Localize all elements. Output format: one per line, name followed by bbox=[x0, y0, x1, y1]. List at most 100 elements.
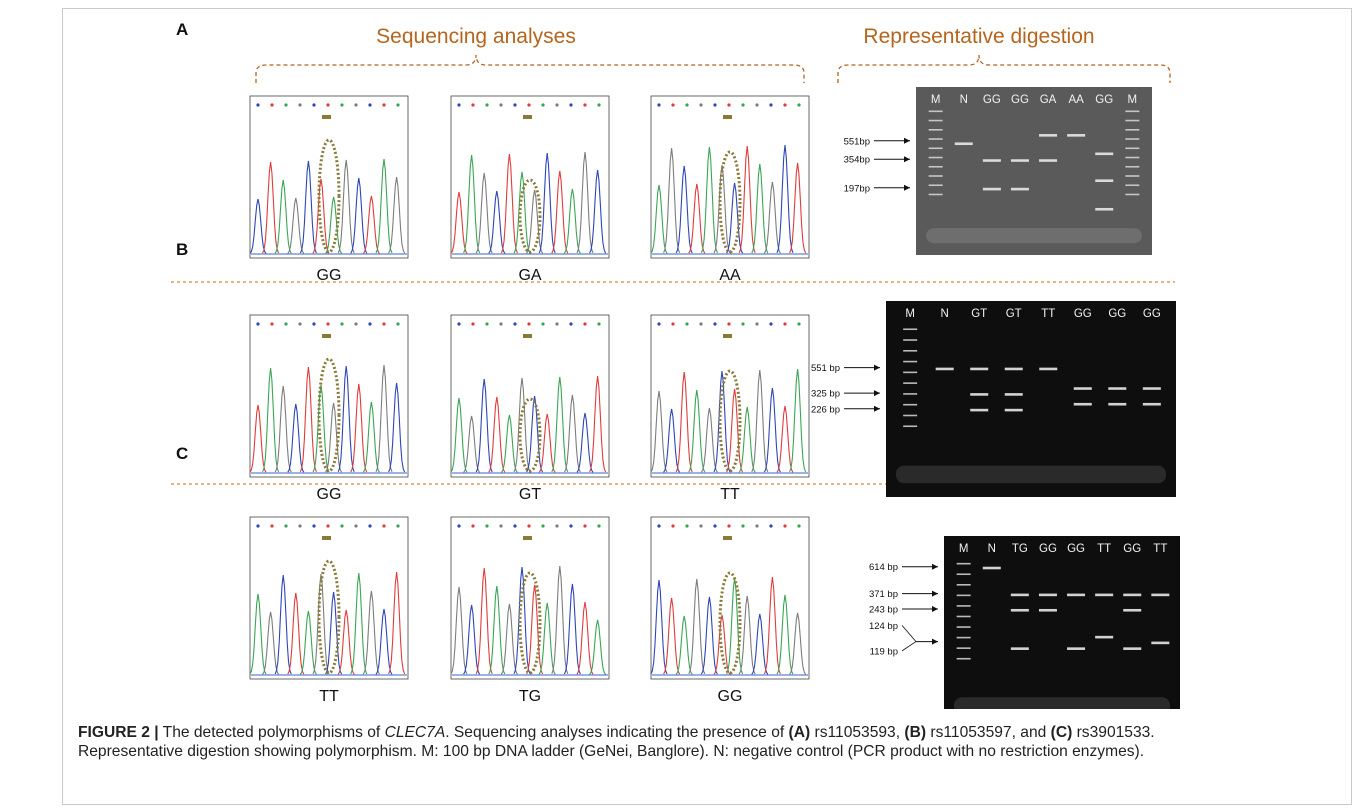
gel-band bbox=[1010, 647, 1029, 650]
base-call-dot bbox=[382, 524, 386, 528]
gel-marker-label: 124 bp bbox=[869, 621, 898, 632]
gel-band bbox=[1038, 608, 1057, 612]
gel-lane-label: M bbox=[959, 543, 969, 555]
gel-marker-label: 119 bp bbox=[870, 646, 898, 657]
snp-highlight bbox=[518, 178, 542, 254]
gel-marker-connector bbox=[901, 625, 917, 642]
gel-band bbox=[1073, 402, 1092, 406]
trace-peak bbox=[337, 609, 355, 675]
caption-gene: CLEC7A bbox=[384, 724, 446, 741]
chromatogram-a-2: GA bbox=[450, 95, 610, 284]
base-call-dot bbox=[396, 322, 400, 326]
trace-peak bbox=[500, 414, 518, 473]
ladder-band bbox=[903, 350, 918, 352]
base-call-dot bbox=[284, 322, 288, 326]
gel-band bbox=[1095, 593, 1114, 597]
trace-peak bbox=[287, 197, 305, 254]
gel-marker-label: 551 bp bbox=[811, 363, 840, 374]
gel-lane-label: GA bbox=[1040, 94, 1057, 106]
base-call-dot bbox=[471, 524, 475, 528]
trace-peak bbox=[450, 397, 468, 473]
base-call-dot bbox=[256, 524, 260, 528]
base-call-dot bbox=[597, 322, 601, 326]
ladder-band bbox=[928, 156, 943, 159]
sequencing-header: Sequencing analyses bbox=[376, 25, 576, 48]
base-call-dot bbox=[727, 322, 731, 326]
ladder-band bbox=[956, 657, 971, 660]
base-call-dot bbox=[513, 103, 517, 107]
panel-b: B GG GT TT M N GT GT TT GG GG GG 551 bp 325 bp 226 bp bbox=[176, 240, 1176, 503]
chromatogram-c-2: TG bbox=[450, 516, 610, 705]
base-call-dot bbox=[597, 103, 601, 107]
base-call-dot bbox=[797, 103, 801, 107]
trace-peak bbox=[726, 182, 744, 254]
trace-peak bbox=[274, 385, 292, 473]
gel-c: M N TG GG GG TT GG TT 614 bp 371 bp 243 bp 124 bp 11… bbox=[869, 536, 1180, 709]
base-call-dot bbox=[284, 103, 288, 107]
base-call-dot bbox=[657, 103, 661, 107]
trace-peak bbox=[538, 413, 556, 473]
ladder-band bbox=[1125, 138, 1140, 140]
ladder-band bbox=[1125, 165, 1140, 168]
sequencing-brace bbox=[255, 54, 805, 83]
gel-background bbox=[944, 536, 1180, 709]
base-call-dot bbox=[298, 322, 302, 326]
base-call-dot bbox=[513, 524, 517, 528]
ladder-band bbox=[928, 193, 943, 196]
base-call-dot bbox=[671, 524, 675, 528]
gel-band bbox=[1039, 134, 1058, 137]
trace-peak bbox=[763, 576, 781, 675]
trace-peak bbox=[700, 596, 718, 675]
genotype-label: TT bbox=[319, 688, 339, 705]
trace-peak bbox=[576, 601, 594, 675]
base-call-dot bbox=[298, 524, 302, 528]
gel-band bbox=[1151, 641, 1170, 645]
gel-band bbox=[1095, 635, 1114, 639]
gel-band bbox=[970, 367, 989, 371]
gel-lane-label: TT bbox=[1097, 543, 1111, 555]
trace-peak bbox=[488, 190, 506, 254]
ladder-band bbox=[1125, 119, 1140, 122]
gel-lane-label: GG bbox=[1074, 308, 1092, 320]
base-call-dot bbox=[583, 524, 587, 528]
trace-peak bbox=[751, 163, 769, 254]
ladder-band bbox=[928, 129, 943, 131]
ladder-band bbox=[928, 175, 943, 177]
base-call-dot bbox=[485, 322, 489, 326]
genotype-label: GG bbox=[317, 486, 342, 503]
trace-peak bbox=[700, 146, 718, 253]
gel-band bbox=[1095, 179, 1114, 182]
base-call-dot bbox=[797, 322, 801, 326]
gel-lane-label: TT bbox=[1041, 308, 1055, 320]
trace-peak bbox=[688, 389, 706, 473]
ladder-band bbox=[956, 584, 971, 586]
base-call-dot bbox=[396, 103, 400, 107]
chromatogram-c-1: TT bbox=[249, 516, 409, 705]
ladder-band bbox=[956, 647, 971, 649]
gel-band bbox=[982, 187, 1001, 191]
base-call-dot bbox=[583, 322, 587, 326]
trace-peak bbox=[789, 368, 807, 472]
trace-peak bbox=[763, 387, 781, 473]
base-call-dot bbox=[657, 524, 661, 528]
ladder-band bbox=[903, 393, 918, 395]
gel-lane-label: AA bbox=[1068, 94, 1084, 106]
snp-highlight bbox=[317, 357, 341, 473]
trace-peak bbox=[563, 583, 581, 675]
position-marker bbox=[723, 334, 732, 338]
trace-peak bbox=[663, 408, 681, 473]
gel-band bbox=[1151, 593, 1170, 597]
gel-band bbox=[970, 408, 989, 412]
trace-peak bbox=[675, 165, 693, 254]
caption-line-2: Representative digestion showing polymor… bbox=[78, 743, 1145, 760]
position-marker bbox=[723, 115, 732, 119]
trace-peak bbox=[513, 377, 531, 473]
base-call-dot bbox=[671, 322, 675, 326]
panel-c: C TT TG GG M N TG GG GG TT GG TT 614 bp 371 bp 243 bp 1… bbox=[176, 444, 1180, 709]
base-call-dot bbox=[312, 322, 316, 326]
chromatogram-b-3: TT bbox=[650, 314, 810, 503]
trace-peak bbox=[700, 407, 718, 473]
base-call-dot bbox=[713, 524, 717, 528]
gel-background bbox=[886, 301, 1176, 497]
digestion-brace bbox=[837, 54, 1171, 83]
